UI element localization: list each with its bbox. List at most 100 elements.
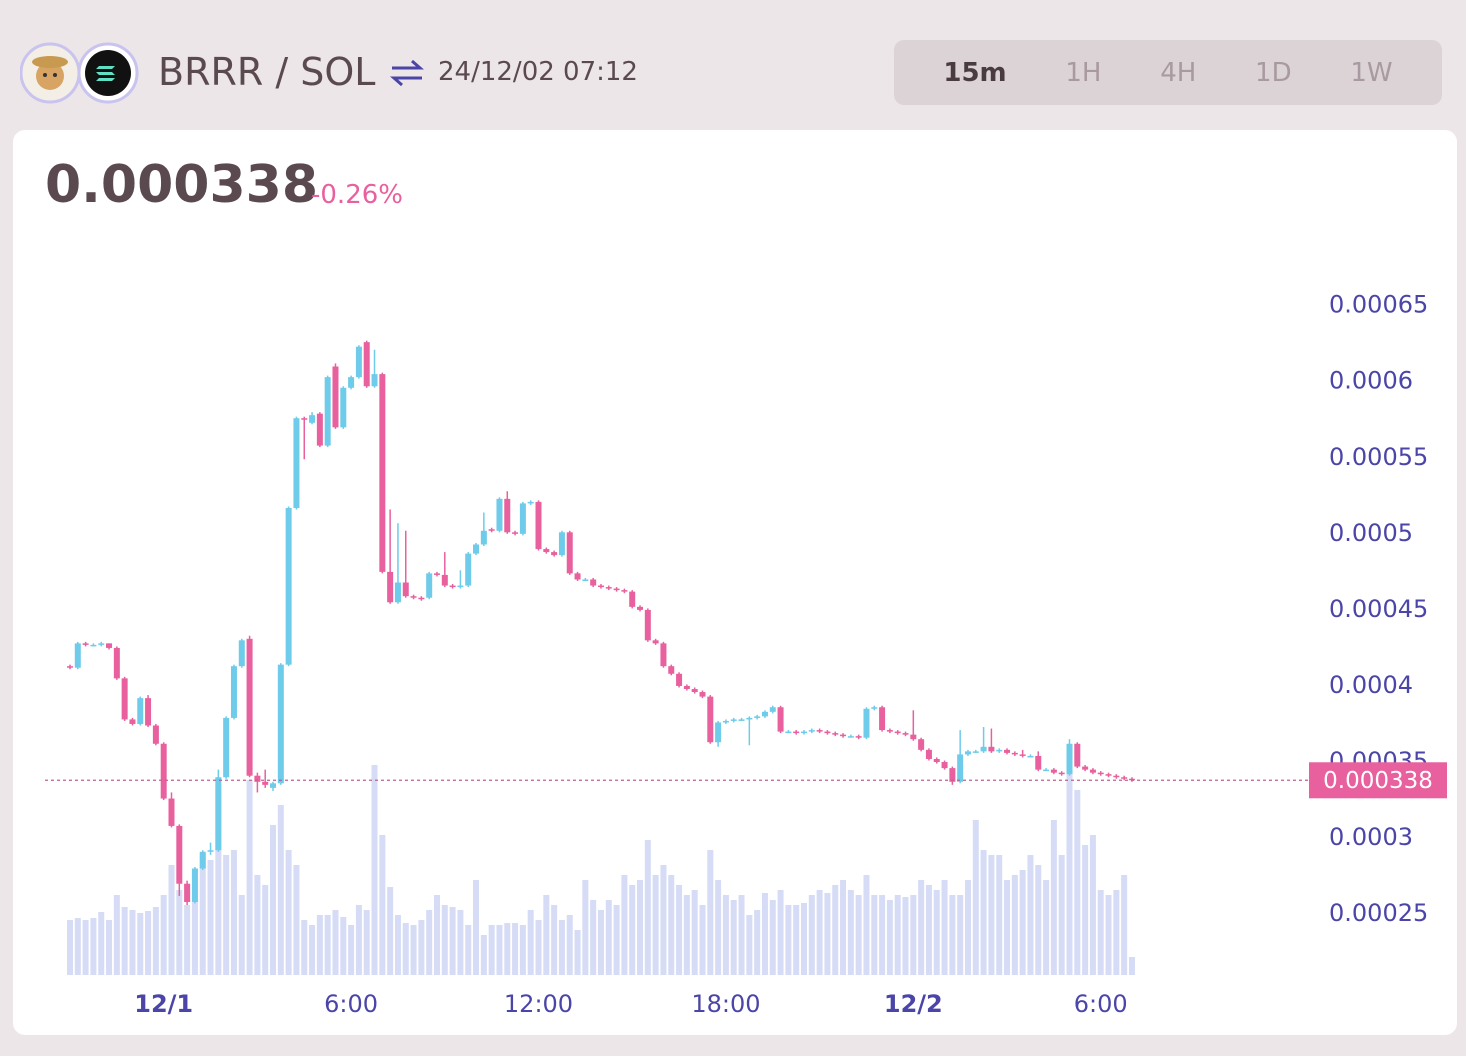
volume-bar xyxy=(293,865,300,975)
candle-body xyxy=(363,342,370,387)
x-tick-label: 18:00 xyxy=(691,990,760,1018)
timeframe-button[interactable]: 1W xyxy=(1350,57,1393,88)
candle-body xyxy=(121,678,128,720)
volume-bar xyxy=(301,920,308,975)
timeframe-button[interactable]: 15m xyxy=(943,57,1007,88)
volume-bar xyxy=(1066,765,1073,975)
volume-bar xyxy=(551,905,558,975)
candle-body xyxy=(793,731,800,734)
timeframe-button[interactable]: 4H xyxy=(1160,57,1197,88)
volume-bar xyxy=(223,855,230,975)
volume-bar xyxy=(988,855,995,975)
candle-body xyxy=(629,591,636,607)
candle-body xyxy=(1121,777,1128,779)
volume-bar xyxy=(207,860,214,975)
candle-body xyxy=(1027,755,1034,758)
volume-bar xyxy=(715,880,722,975)
candle-body xyxy=(246,638,253,776)
volume-bar xyxy=(121,907,128,975)
candle-body xyxy=(738,719,745,721)
candle-body xyxy=(191,868,198,902)
volume-bar xyxy=(535,920,542,975)
candle-body xyxy=(1019,754,1026,756)
volume-bar xyxy=(918,880,925,975)
candle-body xyxy=(816,730,823,732)
volume-bar xyxy=(605,900,612,975)
candle-body xyxy=(324,377,331,446)
candle-body xyxy=(74,643,81,668)
volume-bar xyxy=(777,890,784,975)
volume-bar xyxy=(332,910,339,975)
volume-bar xyxy=(270,825,277,975)
timeframe-button[interactable]: 1D xyxy=(1255,57,1292,88)
candle-body xyxy=(832,733,839,735)
volume-bar xyxy=(824,893,831,975)
candle-body xyxy=(82,643,89,645)
candle-body xyxy=(582,579,589,581)
candle-body xyxy=(879,707,886,731)
timeframe-button[interactable]: 1H xyxy=(1065,57,1102,88)
volume-bar xyxy=(957,895,964,975)
volume-bar xyxy=(512,923,519,975)
volume-bar xyxy=(754,910,761,975)
candle-body xyxy=(1066,743,1073,775)
candle-body xyxy=(566,532,573,574)
volume-bar xyxy=(473,880,480,975)
candle-body xyxy=(207,850,214,852)
candle-body xyxy=(855,736,862,738)
volume-bar xyxy=(886,900,893,975)
candle-body xyxy=(996,749,1003,752)
volume-bar xyxy=(637,880,644,975)
candle-body xyxy=(590,579,597,586)
volume-bar xyxy=(1011,875,1018,975)
volume-bar xyxy=(746,915,753,975)
volume-bar xyxy=(1097,890,1104,975)
candle-body xyxy=(972,751,979,753)
volume-bar xyxy=(184,905,191,975)
candle-body xyxy=(1050,769,1057,773)
volume-bar xyxy=(972,820,979,975)
swap-icon[interactable] xyxy=(390,58,424,88)
candle-body xyxy=(1035,755,1042,770)
candle-body xyxy=(371,374,378,387)
candle-body xyxy=(785,731,792,734)
candle-body xyxy=(309,415,316,423)
last-price-label: 0.000338 xyxy=(1323,768,1433,794)
volume-bar xyxy=(652,875,659,975)
volume-bar xyxy=(340,917,347,975)
candle-body xyxy=(402,582,409,597)
candle-body xyxy=(902,733,909,735)
volume-bar xyxy=(355,905,362,975)
volume-bar xyxy=(191,900,198,975)
volume-bar xyxy=(199,855,206,975)
volume-bar xyxy=(113,895,120,975)
candle-body xyxy=(957,754,964,782)
candle-body xyxy=(113,647,120,679)
candle-body xyxy=(488,529,495,531)
candle-body xyxy=(355,346,362,378)
candle-body xyxy=(808,730,815,732)
candle-body xyxy=(270,783,277,788)
candle-body xyxy=(1043,769,1050,772)
volume-bar xyxy=(441,905,448,975)
chart-card xyxy=(13,130,1457,1035)
volume-bar xyxy=(761,893,768,975)
volume-bar xyxy=(1058,855,1065,975)
volume-bar xyxy=(137,913,144,975)
volume-bar xyxy=(98,912,105,975)
candle-body xyxy=(184,883,191,902)
candle-body xyxy=(465,553,472,586)
candle-body xyxy=(1011,752,1018,755)
volume-bar xyxy=(699,905,706,975)
volume-bar xyxy=(566,915,573,975)
volume-bar xyxy=(832,885,839,975)
candle-body xyxy=(863,708,870,738)
volume-bar xyxy=(785,905,792,975)
candle-body xyxy=(597,585,604,588)
volume-bar xyxy=(871,895,878,975)
candle-body xyxy=(1089,769,1096,773)
volume-bar xyxy=(996,855,1003,975)
candle-body xyxy=(746,717,753,720)
candle-body xyxy=(254,775,261,782)
candle-body xyxy=(223,717,230,778)
